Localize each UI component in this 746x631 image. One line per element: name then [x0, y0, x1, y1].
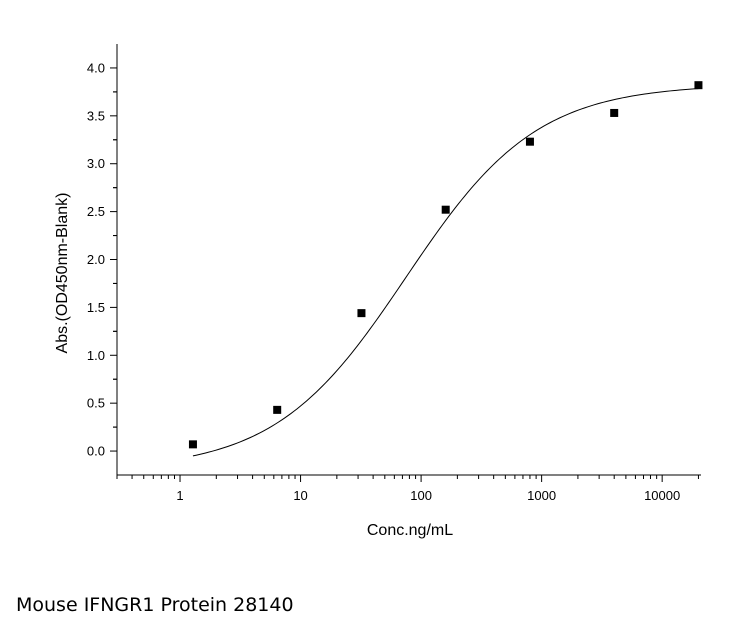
y-tick-label: 1.0: [87, 348, 105, 363]
x-tick-label: 10000: [644, 488, 680, 503]
fit-curve: [192, 88, 699, 457]
data-point: [441, 205, 450, 214]
y-tick-label: 4.0: [87, 60, 105, 75]
data-point: [273, 405, 282, 414]
axes: 0.0 0.5 1.0 1.5 2.0 2.5 3.0 3.5 4.0 1 10 100 1000 100…: [87, 44, 701, 503]
data-point: [188, 440, 197, 449]
data-point: [610, 108, 619, 117]
x-tick-label: 100: [410, 488, 432, 503]
x-axis-title: Conc.ng/mL: [367, 522, 453, 539]
data-point: [525, 137, 534, 146]
y-tick-label: 0.5: [87, 396, 105, 411]
data-point: [357, 309, 366, 318]
x-tick-label: 1: [176, 488, 183, 503]
data-points: [188, 81, 703, 449]
y-axis-title: Abs.(OD450nm-Blank): [54, 193, 71, 354]
figure-caption: Mouse IFNGR1 Protein 28140: [16, 594, 294, 616]
fit-curve-group: [192, 88, 699, 457]
y-tick-label: 2.0: [87, 252, 105, 267]
y-tick-label: 3.0: [87, 156, 105, 171]
x-tick-label: 10: [293, 488, 307, 503]
data-point: [694, 81, 703, 90]
y-tick-label: 3.5: [87, 108, 105, 123]
x-tick-label: 1000: [527, 488, 556, 503]
y-tick-label: 1.5: [87, 300, 105, 315]
y-tick-label: 2.5: [87, 204, 105, 219]
y-tick-label: 0.0: [87, 444, 105, 459]
